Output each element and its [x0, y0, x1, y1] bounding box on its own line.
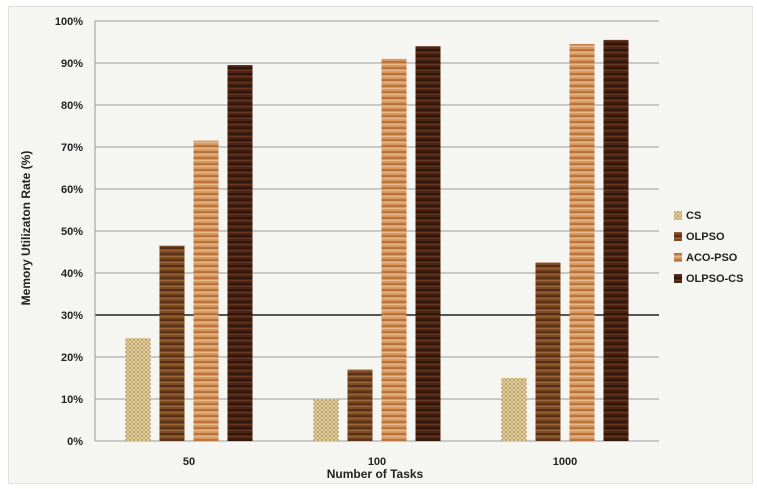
x-axis-title: Number of Tasks: [327, 467, 424, 481]
y-tick-label: 40%: [61, 268, 83, 280]
legend-label-cs: CS: [686, 210, 701, 222]
legend: CS OLPSO ACO-PSO OLPSO-CS: [674, 210, 743, 285]
legend-label-olpso-cs: OLPSO-CS: [686, 273, 743, 285]
y-tick-label: 20%: [61, 352, 83, 364]
memory-utilization-chart: 0% 10% 20% 30% 40% 50% 60% 70% 80% 90% 100% 50 100 1…: [19, 16, 743, 481]
bar-cs-1000: [501, 378, 527, 441]
bar-olpso-100: [347, 369, 373, 441]
y-tick-label: 50%: [61, 226, 83, 238]
y-tick-label: 90%: [61, 58, 83, 70]
bar-olpso-cs-50: [227, 65, 253, 441]
y-tick-label: 60%: [61, 184, 83, 196]
legend-swatch-olpso: [674, 232, 682, 241]
bar-olpso-cs-1000: [603, 39, 629, 442]
y-tick-label: 70%: [61, 142, 83, 154]
chart-frame: 0% 10% 20% 30% 40% 50% 60% 70% 80% 90% 100% 50 100 1…: [8, 6, 753, 484]
bar-aco-pso-100: [381, 58, 407, 442]
bar-olpso-50: [159, 245, 185, 441]
y-tick-label: 80%: [61, 100, 83, 112]
legend-swatch-cs: [674, 211, 682, 220]
legend-swatch-aco-pso: [674, 253, 682, 262]
legend-label-olpso: OLPSO: [686, 231, 725, 243]
bar-olpso-cs-100: [415, 46, 441, 441]
y-tick-label: 30%: [61, 310, 83, 322]
x-tick-label: 50: [183, 456, 195, 468]
x-tick-label: 1000: [553, 456, 577, 468]
x-tick-labels: 50 100 1000: [183, 456, 577, 468]
bar-cs-100: [313, 399, 339, 441]
bars: [125, 39, 629, 442]
y-tick-label: 0%: [67, 436, 83, 448]
bar-aco-pso-1000: [569, 44, 595, 441]
bar-olpso-1000: [535, 262, 561, 441]
gridlines: [94, 20, 659, 442]
x-tick-label: 100: [368, 456, 386, 468]
legend-label-aco-pso: ACO-PSO: [686, 252, 738, 264]
bar-cs-50: [125, 338, 151, 441]
y-tick-label: 10%: [61, 394, 83, 406]
y-axis-title: Memory Utilizaton Rate (%): [19, 151, 33, 306]
y-tick-labels: 0% 10% 20% 30% 40% 50% 60% 70% 80% 90% 100%: [55, 16, 83, 448]
legend-swatch-olpso-cs: [674, 274, 682, 283]
bar-aco-pso-50: [193, 140, 219, 441]
y-tick-label: 100%: [55, 16, 83, 28]
